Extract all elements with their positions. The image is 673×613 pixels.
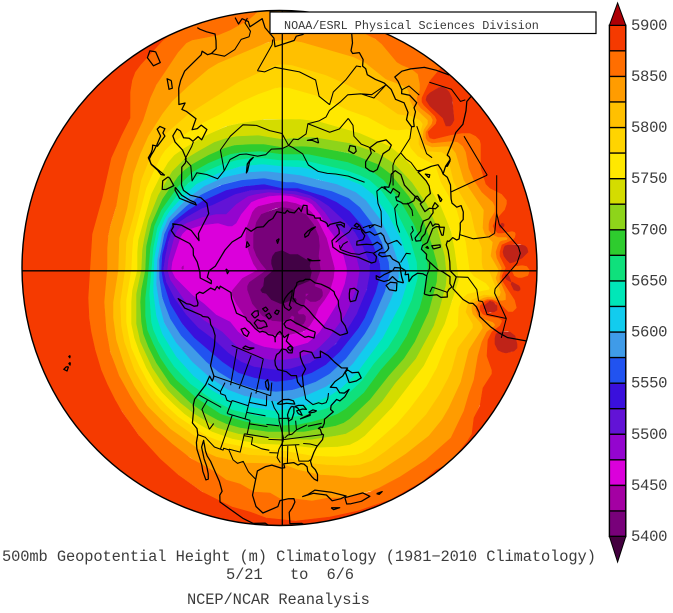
svg-text:5550: 5550 [631,375,667,393]
svg-text:NOAA/ESRL Physical Sciences Di: NOAA/ESRL Physical Sciences Division [284,19,539,33]
svg-text:NCEP/NCAR Reanalysis: NCEP/NCAR Reanalysis [187,591,370,609]
svg-text:5600: 5600 [631,324,667,342]
svg-text:5750: 5750 [631,170,667,188]
svg-text:500mb Geopotential Height (m): 500mb Geopotential Height (m) Climatolog… [2,548,596,566]
svg-text:5400: 5400 [631,528,667,546]
svg-text:5800: 5800 [631,119,667,137]
svg-text:5850: 5850 [631,68,667,86]
svg-text:5500: 5500 [631,426,667,444]
svg-text:5/21 to 6/6: 5/21 to 6/6 [226,566,354,584]
svg-text:5900: 5900 [631,17,667,35]
svg-text:5450: 5450 [631,477,667,495]
svg-text:5700: 5700 [631,221,667,239]
svg-text:5650: 5650 [631,272,667,290]
